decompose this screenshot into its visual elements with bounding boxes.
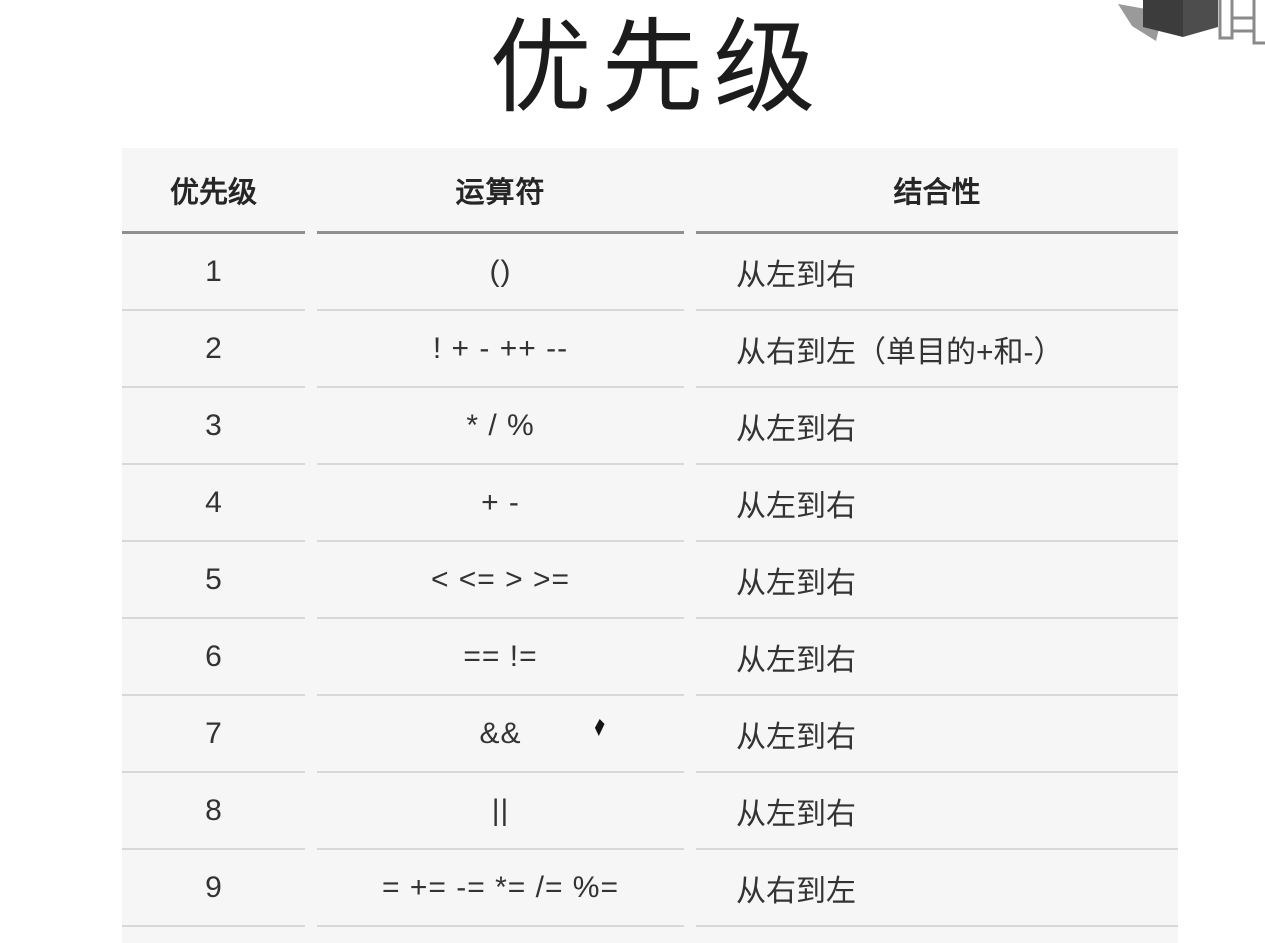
associativity-cell: 从左到右	[696, 465, 1178, 542]
page-title: 优先级	[489, 11, 826, 125]
operators-cell: ()	[317, 234, 684, 311]
operators-cell: ||	[317, 773, 684, 850]
associativity-cell: 从右到左（单目的+和-）	[696, 311, 1178, 388]
operators-cell: ! + - ++ --	[317, 311, 684, 388]
priority-cell: 2	[122, 311, 305, 388]
priority-cell: 4	[122, 465, 305, 542]
table-row: 7 && 从左到右	[122, 696, 1178, 773]
table-row: 2 ! + - ++ -- 从右到左（单目的+和-）	[122, 311, 1178, 388]
col-header-associativity: 结合性	[696, 148, 1178, 234]
operators-cell: = += -= *= /= %=	[317, 850, 684, 927]
associativity-cell: 从左到右	[696, 696, 1178, 773]
watermark-cube-logo-icon	[1118, 0, 1265, 45]
associativity-cell: 从右到左	[696, 850, 1178, 927]
priority-cell: 6	[122, 619, 305, 696]
col-header-priority: 优先级	[122, 148, 305, 234]
table-row: 3 * / % 从左到右	[122, 388, 1178, 465]
associativity-cell: 从左到右	[696, 234, 1178, 311]
associativity-cell: 从左到右	[696, 388, 1178, 465]
operators-cell: * / %	[317, 388, 684, 465]
associativity-cell: 从左到右	[696, 542, 1178, 619]
operators-cell: + -	[317, 465, 684, 542]
priority-cell: 5	[122, 542, 305, 619]
priority-cell: 7	[122, 696, 305, 773]
table-row: 4 + - 从左到右	[122, 465, 1178, 542]
table-row: 6 == != 从左到右	[122, 619, 1178, 696]
precedence-table: 优先级 运算符 结合性 1 () 从左到右 2 ! + - ++ -- 从右到左…	[122, 148, 1178, 943]
priority-cell: 1	[122, 234, 305, 311]
associativity-cell: 从左到右	[696, 773, 1178, 850]
operators-cell: &&	[317, 696, 684, 773]
table-row: 9 = += -= *= /= %= 从右到左	[122, 850, 1178, 927]
associativity-cell: 从左到右	[696, 619, 1178, 696]
operators-cell: < <= > >=	[317, 542, 684, 619]
operators-cell: == !=	[317, 619, 684, 696]
col-header-operators: 运算符	[317, 148, 684, 234]
priority-cell: 9	[122, 850, 305, 927]
priority-cell: 3	[122, 388, 305, 465]
table-row: 5 < <= > >= 从左到右	[122, 542, 1178, 619]
table-header-row: 优先级 运算符 结合性	[122, 148, 1178, 234]
priority-cell: 8	[122, 773, 305, 850]
table-row: 1 () 从左到右	[122, 234, 1178, 311]
table-row: 8 || 从左到右	[122, 773, 1178, 850]
